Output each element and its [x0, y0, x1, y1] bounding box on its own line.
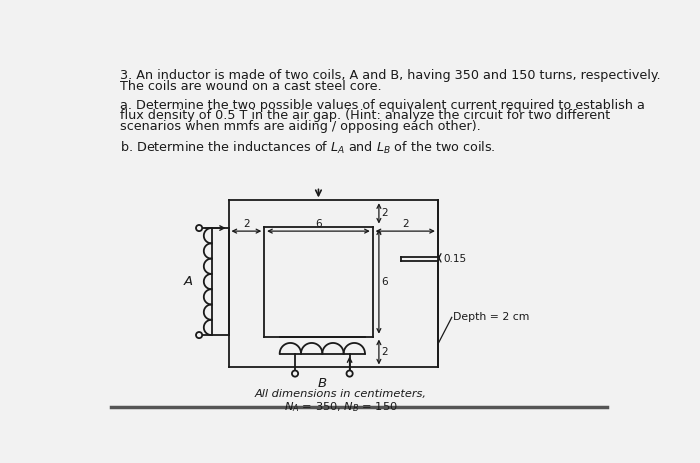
Text: b. Determine the inductances of $L_A$ and $L_B$ of the two coils.: b. Determine the inductances of $L_A$ an…	[120, 140, 496, 156]
Circle shape	[196, 225, 202, 231]
Text: scenarios when mmfs are aiding / opposing each other).: scenarios when mmfs are aiding / opposin…	[120, 120, 481, 133]
Circle shape	[292, 370, 298, 376]
Circle shape	[346, 370, 353, 376]
Text: Depth = 2 cm: Depth = 2 cm	[454, 313, 530, 322]
Text: 2: 2	[243, 219, 250, 229]
Text: 0.15: 0.15	[443, 254, 466, 264]
Text: 2: 2	[382, 208, 388, 219]
Text: A: A	[183, 275, 192, 288]
Text: 6: 6	[382, 276, 388, 287]
Text: a. Determine the two possible values of equivalent current required to establish: a. Determine the two possible values of …	[120, 99, 645, 112]
Text: 2: 2	[382, 347, 388, 357]
Text: 3. An inductor is made of two coils, A and B, having 350 and 150 turns, respecti: 3. An inductor is made of two coils, A a…	[120, 69, 661, 82]
Text: B: B	[318, 376, 327, 390]
Text: flux density of 0.5 T in the air gap. (Hint: analyze the circuit for two differe: flux density of 0.5 T in the air gap. (H…	[120, 109, 610, 122]
Text: $N_A$ = 350, $N_B$ = 150: $N_A$ = 350, $N_B$ = 150	[284, 400, 398, 413]
Circle shape	[196, 332, 202, 338]
Text: All dimensions in centimeters,: All dimensions in centimeters,	[255, 389, 427, 399]
Text: 6: 6	[315, 219, 322, 229]
Text: 2: 2	[402, 219, 409, 229]
Text: The coils are wound on a cast steel core.: The coils are wound on a cast steel core…	[120, 80, 382, 93]
